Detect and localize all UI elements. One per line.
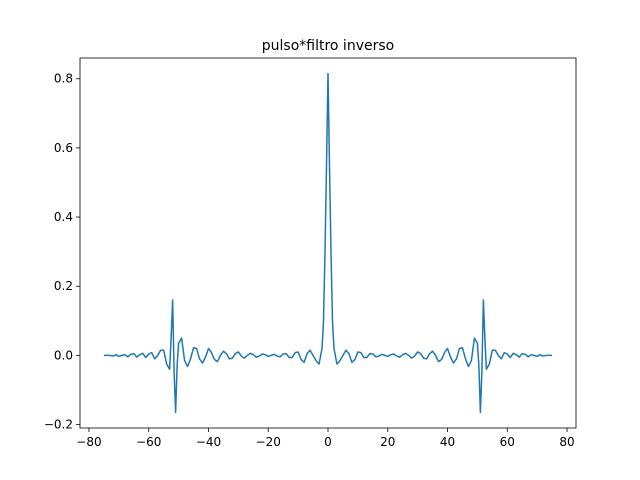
x-tick-label: −40 [196,435,221,449]
x-tick-label: 60 [500,435,515,449]
x-tick-label: 0 [324,435,332,449]
x-tick-label: −60 [136,435,161,449]
plot-line-layer [103,72,553,414]
x-tick-label: −20 [256,435,281,449]
y-axis: −0.2 0.0 0.2 0.4 0.6 0.8 [44,72,80,432]
y-tick-label: 0.8 [54,72,73,86]
x-tick-label: −80 [76,435,101,449]
y-tick-label: 0.2 [54,279,73,293]
y-tick-label: −0.2 [44,418,73,432]
chart-title: pulso*filtro inverso [262,38,394,54]
series-line-0 [103,72,553,414]
x-tick-label: 80 [559,435,574,449]
x-tick-label: 20 [380,435,395,449]
x-axis: −80 −60 −40 −20 0 20 40 60 80 [76,428,575,449]
y-tick-label: 0.0 [54,348,73,362]
y-tick-label: 0.4 [54,210,73,224]
x-tick-label: 40 [440,435,455,449]
y-tick-label: 0.6 [54,141,73,155]
